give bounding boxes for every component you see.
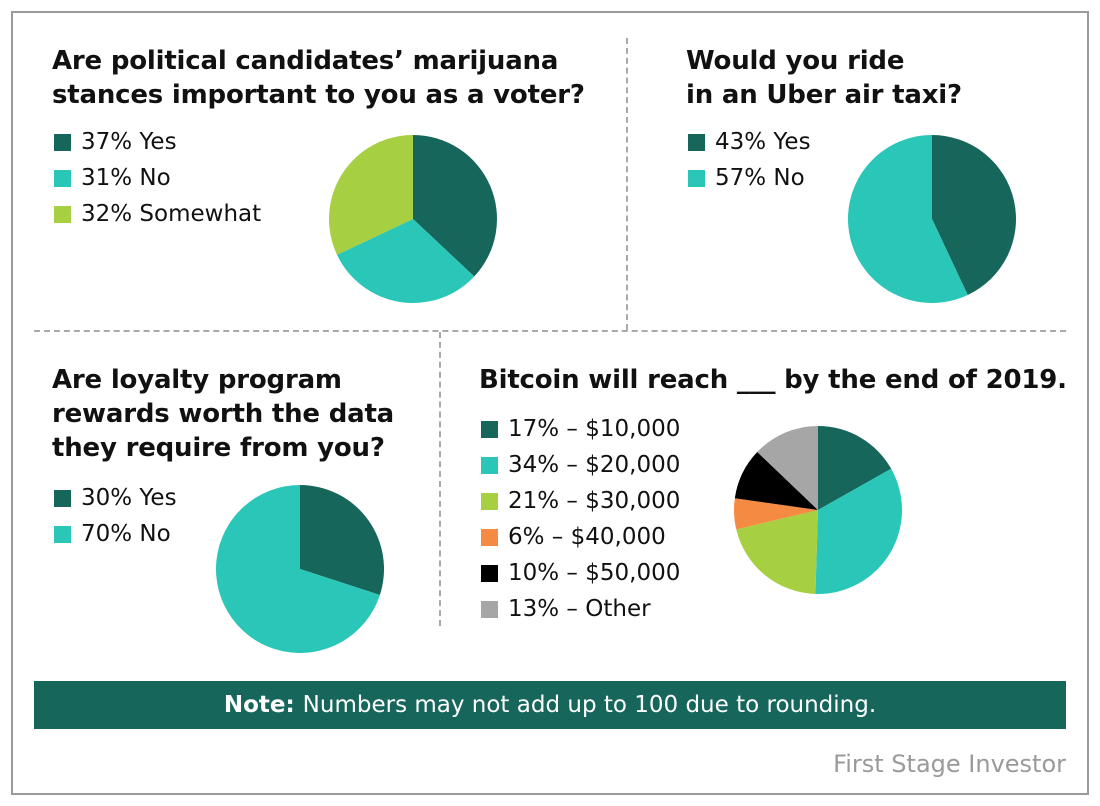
legend-label: 37% Yes bbox=[81, 129, 177, 155]
pie-chart bbox=[329, 135, 497, 303]
legend-swatch bbox=[54, 133, 71, 151]
divider-top-vertical bbox=[626, 38, 628, 330]
legend-item: 57% No bbox=[688, 160, 811, 196]
legend-item: 10% – $50,000 bbox=[481, 555, 680, 591]
chart-title: Are political candidates’ marijuana stan… bbox=[52, 44, 585, 112]
pie-slice bbox=[736, 510, 818, 594]
legend-label: 43% Yes bbox=[715, 129, 811, 155]
legend-swatch bbox=[481, 564, 498, 582]
pie-slice bbox=[329, 135, 413, 255]
pie-slice bbox=[815, 468, 902, 594]
legend-label: 34% – $20,000 bbox=[508, 452, 681, 478]
legend-swatch bbox=[54, 525, 71, 543]
legend-label: 30% Yes bbox=[81, 485, 177, 511]
legend-item: 13% – Other bbox=[481, 591, 680, 627]
pie-slice bbox=[848, 135, 968, 303]
pie-slice bbox=[932, 135, 1016, 296]
divider-horizontal bbox=[34, 330, 1066, 332]
chart-title-line: they require from you? bbox=[52, 433, 385, 463]
pie-slice bbox=[734, 498, 818, 530]
legend-swatch bbox=[481, 420, 498, 438]
legend-item: 30% Yes bbox=[54, 480, 177, 516]
pie-slice bbox=[300, 485, 384, 595]
legend-item: 6% – $40,000 bbox=[481, 519, 680, 555]
pie-chart bbox=[848, 135, 1016, 303]
pie-slice bbox=[336, 219, 475, 303]
chart-title-line: rewards worth the data bbox=[52, 399, 395, 429]
legend-swatch bbox=[481, 528, 498, 546]
legend-item: 31% No bbox=[54, 160, 261, 196]
legend-item: 21% – $30,000 bbox=[481, 483, 680, 519]
legend-label: 70% No bbox=[81, 521, 171, 547]
legend-label: 32% Somewhat bbox=[81, 201, 262, 227]
legend-label: 10% – $50,000 bbox=[508, 560, 681, 586]
legend-label: 31% No bbox=[81, 165, 171, 191]
source-credit: First Stage Investor bbox=[833, 750, 1066, 778]
chart-title-line: Are political candidates’ marijuana bbox=[52, 46, 559, 76]
legend-item: 34% – $20,000 bbox=[481, 447, 680, 483]
pie-chart bbox=[216, 485, 384, 653]
pie-slice bbox=[818, 426, 892, 510]
chart-title: Are loyalty program rewards worth the da… bbox=[52, 363, 394, 465]
pie-slice bbox=[413, 135, 497, 277]
legend-item: 32% Somewhat bbox=[54, 196, 261, 232]
chart-title: Bitcoin will reach ___ by the end of 201… bbox=[479, 363, 1067, 397]
legend-item: 37% Yes bbox=[54, 124, 261, 160]
legend-swatch bbox=[54, 169, 71, 187]
legend-item: 17% – $10,000 bbox=[481, 411, 680, 447]
chart-title-line: Bitcoin will reach ___ by the end of 201… bbox=[479, 365, 1067, 395]
note-label: Note: bbox=[223, 692, 295, 718]
legend-label: 6% – $40,000 bbox=[508, 524, 666, 550]
chart-title-line: Are loyalty program bbox=[52, 365, 342, 395]
legend-swatch bbox=[688, 133, 705, 151]
chart-title-line: Would you ride bbox=[686, 46, 905, 76]
legend-item: 43% Yes bbox=[688, 124, 811, 160]
chart-title-line: in an Uber air taxi? bbox=[686, 80, 962, 110]
chart-legend: 43% Yes 57% No bbox=[688, 124, 811, 196]
legend-swatch bbox=[54, 205, 71, 223]
legend-label: 57% No bbox=[715, 165, 805, 191]
note-banner: Note: Numbers may not add up to 100 due … bbox=[34, 681, 1066, 729]
legend-label: 17% – $10,000 bbox=[508, 416, 681, 442]
chart-legend: 37% Yes 31% No 32% Somewhat bbox=[54, 124, 261, 232]
divider-bottom-vertical bbox=[439, 332, 441, 626]
legend-swatch bbox=[481, 456, 498, 474]
chart-legend: 30% Yes 70% No bbox=[54, 480, 177, 552]
chart-title-line: stances important to you as a voter? bbox=[52, 80, 585, 110]
pie-chart bbox=[734, 426, 902, 594]
note-text: Numbers may not add up to 100 due to rou… bbox=[302, 692, 877, 718]
legend-swatch bbox=[54, 489, 71, 507]
infographic-frame bbox=[11, 11, 1089, 795]
legend-swatch bbox=[481, 492, 498, 510]
chart-legend: 17% – $10,000 34% – $20,000 21% – $30,00… bbox=[481, 411, 680, 627]
legend-label: 13% – Other bbox=[508, 596, 651, 622]
pie-slice bbox=[216, 485, 380, 653]
legend-swatch bbox=[481, 600, 498, 618]
pie-slice bbox=[757, 426, 818, 510]
legend-swatch bbox=[688, 169, 705, 187]
legend-label: 21% – $30,000 bbox=[508, 488, 681, 514]
legend-item: 70% No bbox=[54, 516, 177, 552]
pie-slice bbox=[734, 452, 818, 510]
chart-title: Would you ride in an Uber air taxi? bbox=[686, 44, 962, 112]
